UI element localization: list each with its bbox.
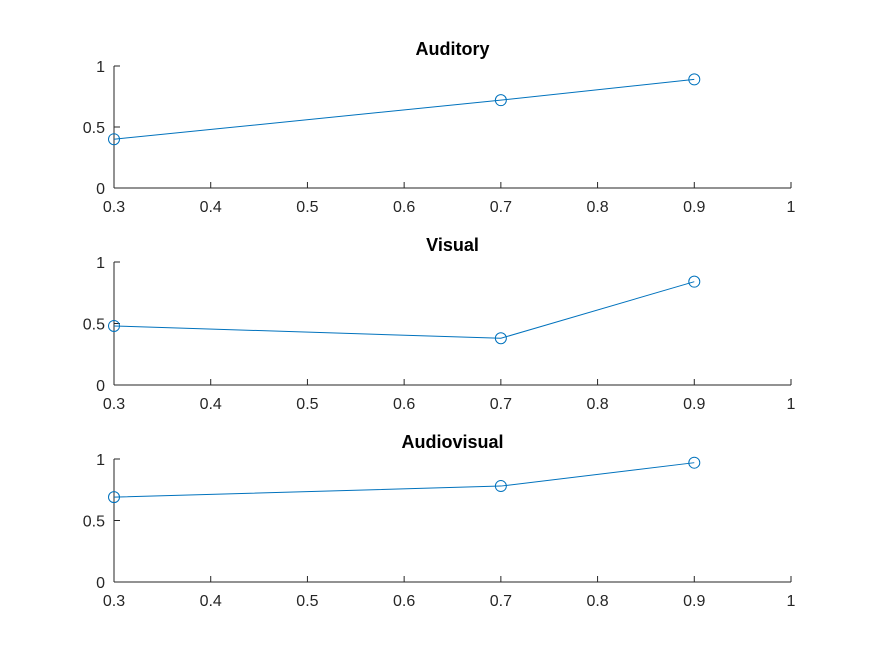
visual-x-tick-label: 0.5 [296,396,318,413]
audiovisual-x-tick-label: 0.7 [490,593,512,610]
visual-x-tick-label: 0.8 [586,396,608,413]
audiovisual-x-tick-label: 0.3 [103,593,125,610]
audiovisual-title: Audiovisual [401,432,503,452]
audiovisual-series-line [113,462,695,498]
audiovisual-data-point [688,456,701,469]
auditory-x-tick-label: 0.5 [296,199,318,216]
visual-series-line [113,281,695,339]
auditory-series-line [113,78,695,140]
auditory-y-tick-label: 1 [96,59,105,76]
audiovisual-x-tick-label: 0.6 [393,593,415,610]
audiovisual-y-tick-label: 0.5 [83,514,105,531]
auditory-title: Auditory [416,39,490,59]
visual-x-tick-label: 0.7 [490,396,512,413]
auditory-x-tick-label: 0.3 [103,199,125,216]
visual-x-tick-label: 0.3 [103,396,125,413]
auditory-x-tick-label: 0.9 [683,199,705,216]
visual-y-tick-label: 0 [96,378,105,395]
audiovisual-x-tick-label: 0.8 [586,593,608,610]
auditory-x-tick-label: 0.6 [393,199,415,216]
audiovisual-x-tick-label: 0.4 [200,593,222,610]
visual-data-point [494,332,507,345]
auditory-x-tick-label: 0.7 [490,199,512,216]
auditory-x-tick-label: 0.4 [200,199,222,216]
visual-y-tick-label: 0.5 [83,317,105,334]
audiovisual-x-tick-label: 0.9 [683,593,705,610]
visual-data-point [688,275,701,288]
visual-x-tick-label: 0.4 [200,396,222,413]
auditory-x-tick-label: 1 [787,199,796,216]
auditory-data-point [108,133,120,146]
visual-y-tick-label: 1 [96,255,105,272]
audiovisual-data-point [494,480,507,493]
auditory-x-tick-label: 0.8 [586,199,608,216]
audiovisual-x-tick-label: 0.5 [296,593,318,610]
audiovisual-y-tick-label: 0 [96,575,105,592]
auditory-data-point [688,73,701,86]
visual-x-tick-label: 0.6 [393,396,415,413]
visual-title: Visual [426,235,479,255]
visual-data-point [108,319,120,332]
audiovisual-subplot: Audiovisual 0.3 0.4 0.5 0.6 0.7 0.8 0.9 1 0 0.5 1 [83,432,796,610]
auditory-subplot: Auditory 0.3 0.4 0.5 0.6 0.7 0.8 0.9 1 0 0.5 1 [83,39,796,216]
visual-x-tick-label: 1 [787,396,796,413]
auditory-data-point [494,94,507,107]
audiovisual-y-tick-label: 1 [96,452,105,469]
audiovisual-data-point [108,491,120,504]
audiovisual-x-tick-label: 1 [787,593,796,610]
visual-x-tick-label: 0.9 [683,396,705,413]
auditory-y-tick-label: 0.5 [83,120,105,137]
visual-subplot: Visual 0.3 0.4 0.5 0.6 0.7 0.8 0.9 1 0 0.5 1 [83,235,796,413]
auditory-y-tick-label: 0 [96,181,105,198]
